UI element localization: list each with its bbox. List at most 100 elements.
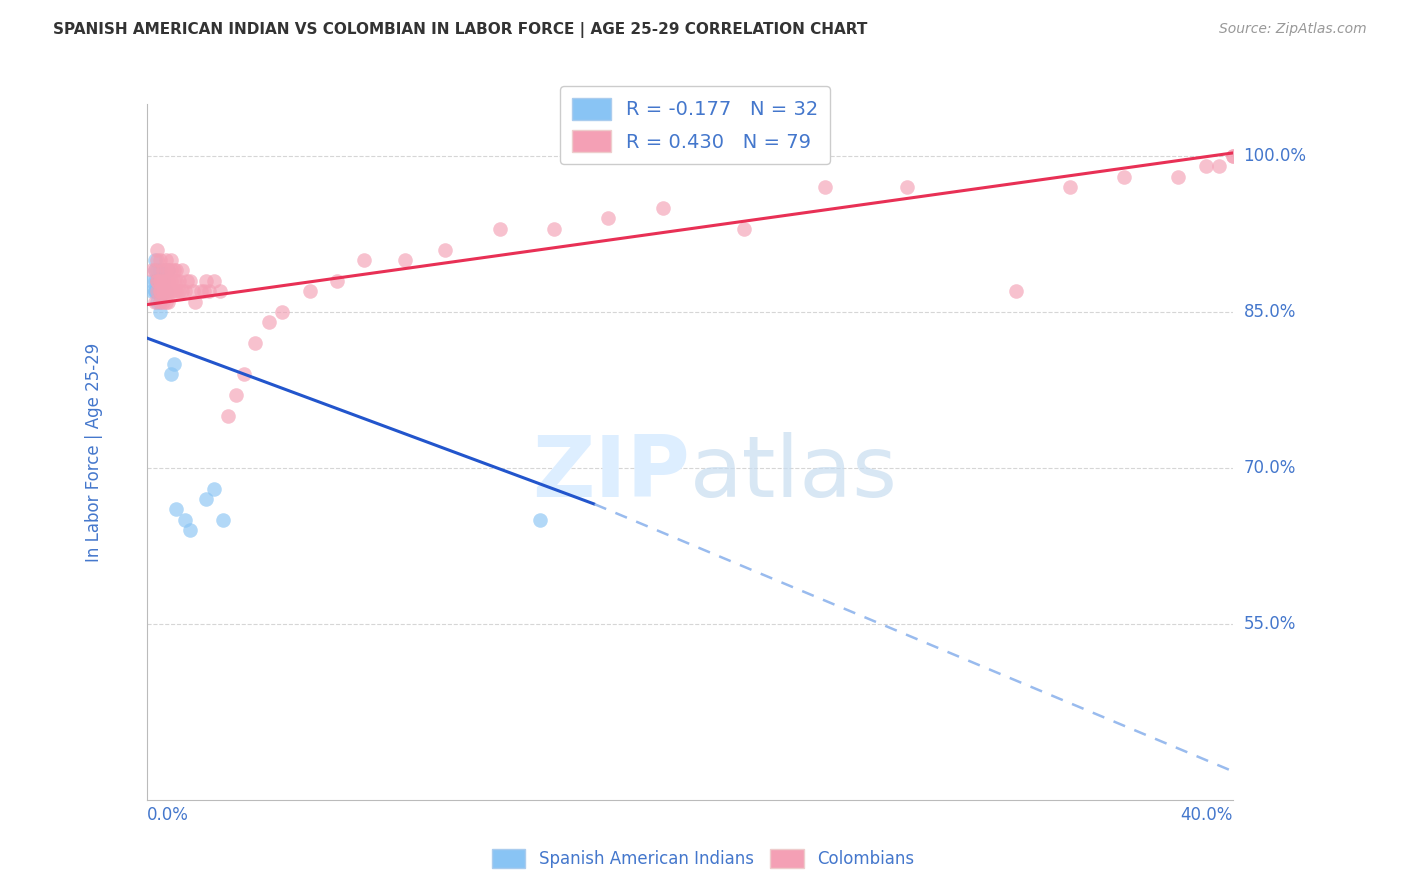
Point bbox=[155, 252, 177, 267]
Point bbox=[143, 284, 166, 298]
Point bbox=[160, 274, 183, 288]
Text: 100.0%: 100.0% bbox=[1243, 147, 1306, 165]
Point bbox=[155, 294, 177, 309]
Point bbox=[160, 284, 183, 298]
Point bbox=[143, 294, 166, 309]
Text: In Labor Force | Age 25-29: In Labor Force | Age 25-29 bbox=[86, 343, 104, 562]
Point bbox=[211, 513, 233, 527]
Point bbox=[733, 222, 755, 236]
Point bbox=[1167, 169, 1189, 184]
Point bbox=[141, 263, 163, 277]
Point bbox=[181, 284, 204, 298]
Text: SPANISH AMERICAN INDIAN VS COLOMBIAN IN LABOR FORCE | AGE 25-29 CORRELATION CHAR: SPANISH AMERICAN INDIAN VS COLOMBIAN IN … bbox=[53, 22, 868, 38]
Point bbox=[155, 274, 177, 288]
Point bbox=[160, 263, 183, 277]
Point bbox=[179, 523, 201, 537]
Point bbox=[193, 284, 215, 298]
Point bbox=[146, 284, 169, 298]
Point bbox=[149, 284, 172, 298]
Point bbox=[146, 243, 169, 257]
Point bbox=[208, 284, 231, 298]
Point bbox=[146, 284, 169, 298]
Point bbox=[157, 284, 180, 298]
Point bbox=[225, 388, 247, 402]
Point bbox=[166, 263, 188, 277]
Point bbox=[146, 274, 169, 288]
Point bbox=[1004, 284, 1026, 298]
Point bbox=[149, 252, 172, 267]
Point bbox=[146, 252, 169, 267]
Point bbox=[195, 274, 218, 288]
Point bbox=[146, 274, 169, 288]
Text: 85.0%: 85.0% bbox=[1243, 303, 1296, 321]
Point bbox=[157, 263, 180, 277]
Text: Source: ZipAtlas.com: Source: ZipAtlas.com bbox=[1219, 22, 1367, 37]
Point bbox=[529, 513, 551, 527]
Point bbox=[157, 274, 180, 288]
Point bbox=[141, 274, 163, 288]
Point bbox=[157, 263, 180, 277]
Point bbox=[170, 263, 193, 277]
Point bbox=[1059, 180, 1081, 194]
Point bbox=[149, 274, 172, 288]
Point bbox=[184, 294, 207, 309]
Point bbox=[152, 263, 174, 277]
Point bbox=[1208, 160, 1230, 174]
Legend: R = -0.177   N = 32, R = 0.430   N = 79: R = -0.177 N = 32, R = 0.430 N = 79 bbox=[560, 86, 830, 164]
Point bbox=[152, 294, 174, 309]
Point bbox=[896, 180, 918, 194]
Text: 55.0%: 55.0% bbox=[1243, 615, 1296, 632]
Point bbox=[434, 243, 457, 257]
Point bbox=[143, 263, 166, 277]
Point bbox=[543, 222, 565, 236]
Point bbox=[146, 274, 169, 288]
Point bbox=[163, 274, 186, 288]
Point bbox=[325, 274, 347, 288]
Point bbox=[598, 211, 620, 226]
Point bbox=[163, 284, 186, 298]
Point bbox=[814, 180, 837, 194]
Point bbox=[146, 263, 169, 277]
Point bbox=[143, 274, 166, 288]
Point bbox=[170, 284, 193, 298]
Point bbox=[146, 274, 169, 288]
Text: ZIP: ZIP bbox=[531, 432, 690, 515]
Point bbox=[143, 252, 166, 267]
Point bbox=[394, 252, 416, 267]
Point bbox=[190, 284, 212, 298]
Point bbox=[204, 482, 226, 496]
Point bbox=[167, 284, 190, 298]
Point bbox=[1222, 149, 1244, 163]
Point bbox=[166, 284, 188, 298]
Point bbox=[143, 263, 166, 277]
Point bbox=[271, 305, 294, 319]
Point bbox=[152, 284, 174, 298]
Text: 40.0%: 40.0% bbox=[1181, 805, 1233, 823]
Point bbox=[160, 368, 183, 382]
Point bbox=[1222, 149, 1244, 163]
Point bbox=[152, 263, 174, 277]
Point bbox=[173, 513, 195, 527]
Point bbox=[143, 284, 166, 298]
Point bbox=[155, 263, 177, 277]
Point bbox=[166, 274, 188, 288]
Point bbox=[195, 491, 218, 506]
Point bbox=[488, 222, 510, 236]
Point bbox=[167, 274, 190, 288]
Point bbox=[152, 284, 174, 298]
Point bbox=[149, 284, 172, 298]
Point bbox=[163, 263, 186, 277]
Text: 70.0%: 70.0% bbox=[1243, 458, 1296, 477]
Point bbox=[257, 315, 280, 329]
Point bbox=[233, 368, 256, 382]
Point bbox=[163, 357, 186, 371]
Legend: Spanish American Indians, Colombians: Spanish American Indians, Colombians bbox=[485, 843, 921, 875]
Point bbox=[149, 305, 172, 319]
Point bbox=[149, 274, 172, 288]
Point bbox=[152, 284, 174, 298]
Point bbox=[149, 274, 172, 288]
Point bbox=[298, 284, 321, 298]
Point bbox=[166, 502, 188, 516]
Point bbox=[353, 252, 375, 267]
Point bbox=[155, 284, 177, 298]
